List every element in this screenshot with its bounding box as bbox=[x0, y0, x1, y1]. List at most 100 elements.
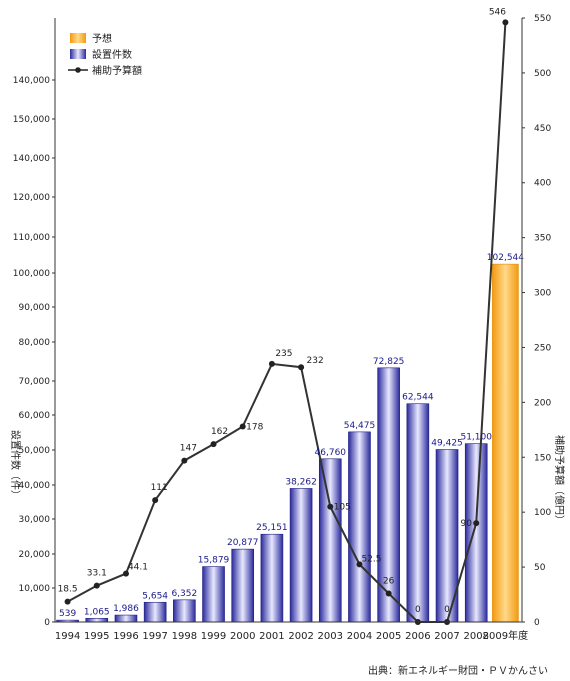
bar-installations bbox=[464, 443, 488, 623]
left-tick-label: 70,000 bbox=[19, 377, 51, 387]
subsidy-point bbox=[385, 590, 392, 597]
left-tick-label: 100,000 bbox=[13, 269, 50, 279]
bar-value-label: 102,544 bbox=[487, 253, 524, 263]
bar-value-label: 72,825 bbox=[373, 357, 405, 367]
bar-installations bbox=[143, 601, 167, 623]
subsidy-point bbox=[210, 441, 217, 448]
left-axis-title: 設置件数（件） bbox=[9, 430, 22, 500]
left-tick-label: 50,000 bbox=[19, 446, 51, 456]
bar-installations bbox=[202, 566, 225, 623]
legend-label-subsidy: 補助予算額 bbox=[92, 64, 142, 77]
x-tick-label: 1995 bbox=[84, 631, 109, 642]
subsidy-value-label: 26 bbox=[383, 576, 395, 586]
legend-swatch-installations bbox=[70, 49, 86, 59]
subsidy-value-label: 44.1 bbox=[128, 563, 148, 573]
subsidy-value-label: 235 bbox=[275, 349, 292, 359]
bar-value-label: 15,879 bbox=[198, 556, 230, 566]
bar-value-label: 20,877 bbox=[227, 538, 259, 548]
subsidy-value-label: 162 bbox=[211, 427, 228, 437]
subsidy-point bbox=[122, 570, 129, 577]
right-tick-label: 200 bbox=[534, 398, 551, 408]
x-tick-label: 2000 bbox=[230, 631, 255, 642]
bar-value-label: 1,065 bbox=[84, 607, 110, 617]
x-tick-label: 2004 bbox=[347, 631, 372, 642]
x-tick-label: 2003 bbox=[318, 631, 343, 642]
x-tick-label: 1998 bbox=[172, 631, 197, 642]
bar-value-label: 54,475 bbox=[344, 421, 376, 431]
bar-value-label: 38,262 bbox=[285, 477, 317, 487]
x-tick-label: 2007 bbox=[434, 631, 459, 642]
bar-value-label: 539 bbox=[59, 609, 76, 619]
subsidy-value-label: 52.5 bbox=[361, 554, 381, 564]
x-tick-label: 2008 bbox=[463, 631, 488, 642]
left-tick-label: 10,000 bbox=[19, 584, 51, 594]
left-tick-label: 0 bbox=[44, 618, 50, 628]
bar-value-label: 62,544 bbox=[402, 393, 434, 403]
left-tick-label: 40,000 bbox=[19, 481, 51, 491]
left-tick-label: 150,000 bbox=[13, 115, 50, 125]
right-tick-label: 0 bbox=[534, 618, 540, 628]
x-tick-label: 1996 bbox=[113, 631, 138, 642]
legend-swatch-forecast bbox=[70, 33, 86, 43]
right-tick-label: 400 bbox=[534, 179, 551, 189]
right-tick-label: 450 bbox=[534, 124, 551, 134]
right-tick-label: 250 bbox=[534, 343, 551, 353]
subsidy-point bbox=[473, 520, 480, 527]
subsidy-point bbox=[64, 598, 71, 605]
subsidy-value-label: 178 bbox=[246, 423, 263, 433]
bar-value-label: 25,151 bbox=[256, 523, 288, 533]
x-tick-label: 2001 bbox=[259, 631, 284, 642]
x-tick-label: 1994 bbox=[55, 631, 80, 642]
subsidy-point bbox=[298, 364, 305, 371]
x-tick-label: 2002 bbox=[288, 631, 313, 642]
left-tick-label: 20,000 bbox=[19, 550, 51, 560]
bar-installations bbox=[348, 431, 371, 623]
right-tick-label: 100 bbox=[534, 508, 551, 518]
subsidy-point bbox=[327, 503, 334, 510]
bar-value-label: 46,760 bbox=[315, 448, 347, 458]
source-note: 出典：新エネルギー財団・ＰＶかんさい bbox=[368, 664, 548, 677]
right-tick-label: 150 bbox=[534, 453, 551, 463]
subsidy-value-label: 105 bbox=[334, 503, 351, 513]
x-tick-label: 2005 bbox=[376, 631, 401, 642]
legend-marker-subsidy bbox=[75, 67, 81, 73]
x-tick-label: 2009年度 bbox=[483, 629, 528, 642]
x-tick-label: 1997 bbox=[142, 631, 167, 642]
subsidy-point bbox=[239, 423, 246, 430]
bar-value-label: 51,100 bbox=[460, 433, 492, 443]
bar-value-label: 49,425 bbox=[431, 439, 463, 449]
left-tick-label: 110,000 bbox=[13, 233, 50, 243]
bar-value-label: 5,654 bbox=[142, 591, 168, 601]
left-tick-label: 140,000 bbox=[13, 76, 50, 86]
bar-installations bbox=[114, 614, 138, 623]
x-tick-label: 2006 bbox=[405, 631, 430, 642]
legend: 予想 設置件数 補助予算額 bbox=[68, 32, 142, 77]
bar-installations bbox=[85, 617, 109, 623]
subsidy-value-label: 0 bbox=[444, 605, 450, 615]
bar-forecast bbox=[492, 263, 519, 623]
bar-installations bbox=[318, 458, 342, 623]
left-tick-label: 80,000 bbox=[19, 338, 51, 348]
right-tick-label: 500 bbox=[534, 69, 551, 79]
left-tick-label: 90,000 bbox=[19, 303, 51, 313]
left-tick-label: 120,000 bbox=[13, 193, 50, 203]
right-tick-label: 550 bbox=[534, 14, 551, 24]
subsidy-value-label: 546 bbox=[489, 7, 506, 17]
subsidy-value-label: 18.5 bbox=[58, 585, 78, 595]
subsidy-point bbox=[152, 497, 159, 504]
bar-installations bbox=[231, 548, 255, 623]
left-tick-label: 30,000 bbox=[19, 515, 51, 525]
legend-label-forecast: 予想 bbox=[92, 32, 112, 45]
subsidy-value-label: 111 bbox=[151, 483, 168, 493]
right-tick-label: 50 bbox=[534, 563, 546, 573]
subsidy-value-label: 33.1 bbox=[87, 569, 107, 579]
right-axis-title: 補助予算額（億円） bbox=[553, 435, 566, 525]
left-tick-label: 140,000 bbox=[13, 154, 50, 164]
bar-installations bbox=[406, 403, 430, 623]
left-tick-label: 60,000 bbox=[19, 411, 51, 421]
subsidy-point bbox=[356, 561, 363, 568]
subsidy-point bbox=[502, 19, 509, 26]
subsidy-value-label: 90 bbox=[460, 519, 472, 529]
subsidy-value-label: 147 bbox=[180, 444, 197, 454]
